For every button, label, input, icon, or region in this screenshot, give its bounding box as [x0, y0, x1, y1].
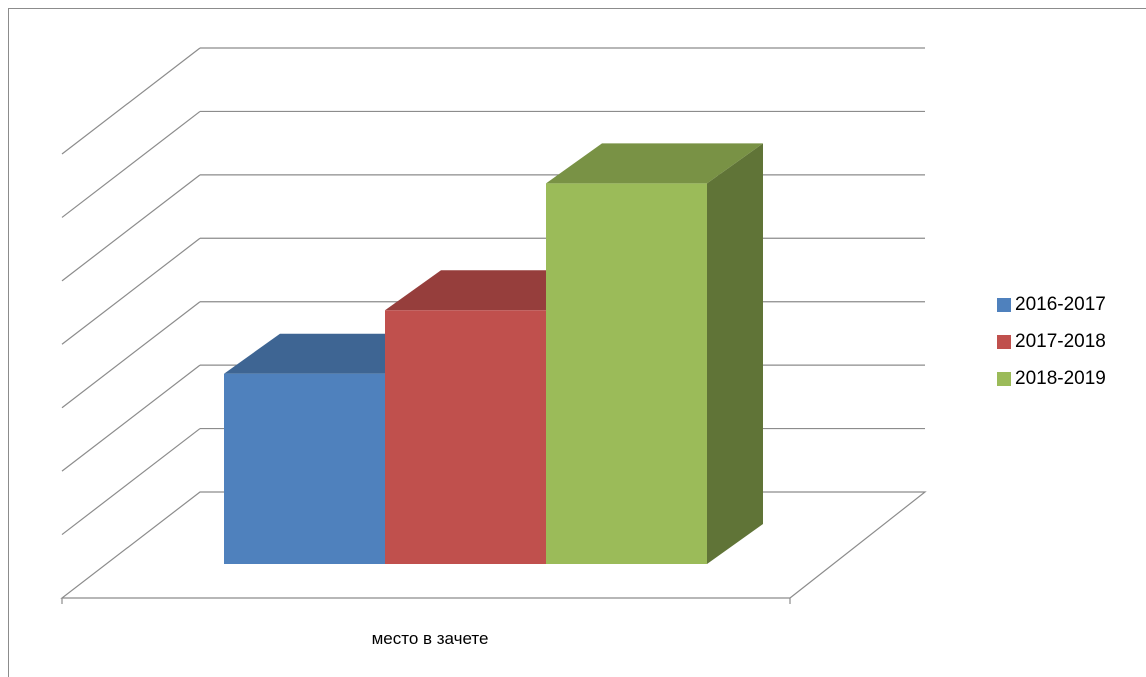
chart-frame — [8, 8, 1146, 677]
gridline-side — [61, 47, 201, 155]
bar-side-2018-2019 — [707, 143, 763, 564]
bar-2018-2019 — [546, 183, 707, 564]
legend-swatch-2016-2017 — [997, 297, 1011, 312]
bar-2016-2017 — [224, 373, 385, 564]
x-category-label: место в зачете — [371, 629, 489, 648]
gridline-side — [61, 428, 201, 536]
chart-floor — [60, 491, 927, 599]
gridline-side — [61, 237, 201, 345]
legend-item-2017-2018: 2017-2018 — [997, 323, 1106, 360]
gridline-side — [61, 174, 201, 282]
legend-item-2016-2017: 2016-2017 — [997, 286, 1106, 323]
bar-top-2018-2019 — [546, 143, 763, 184]
legend-swatch-2018-2019 — [997, 371, 1011, 386]
legend-label: 2018-2019 — [1015, 367, 1106, 389]
gridline-side — [61, 301, 201, 409]
legend-label: 2017-2018 — [1015, 330, 1106, 352]
bar-2017-2018 — [385, 310, 546, 564]
legend: 2016-2017 2017-2018 2018-2019 — [997, 286, 1106, 397]
gridline-side — [61, 110, 201, 218]
legend-label: 2016-2017 — [1015, 293, 1106, 315]
legend-item-2018-2019: 2018-2019 — [997, 360, 1106, 397]
legend-swatch-2017-2018 — [997, 334, 1011, 349]
gridline-side — [61, 364, 201, 472]
